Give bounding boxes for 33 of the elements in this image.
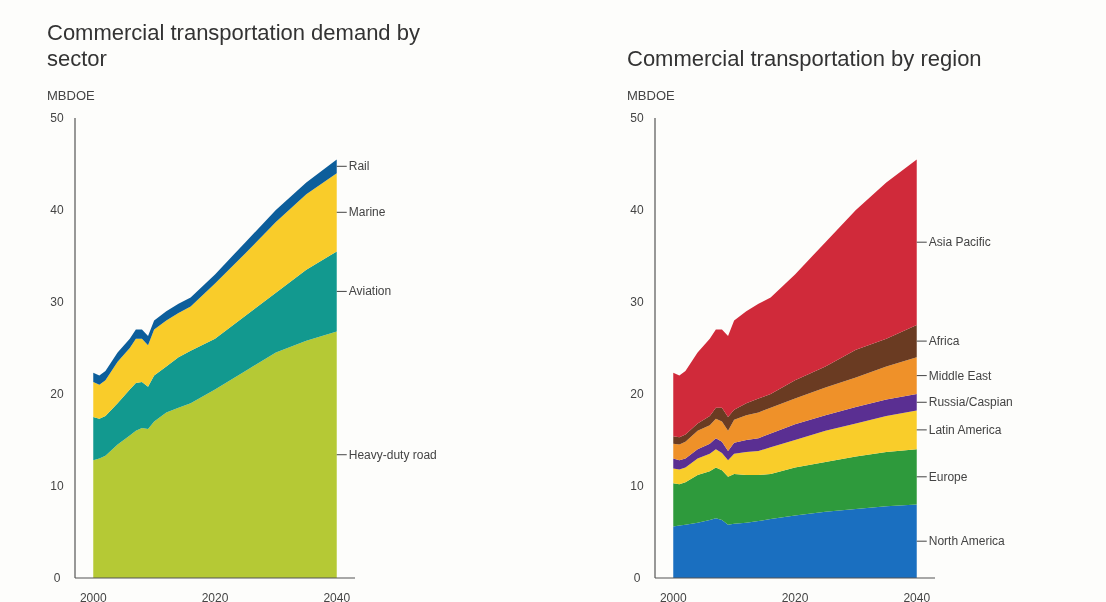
- x-tick-label: 2020: [781, 591, 809, 602]
- y-tick-label: 0: [53, 571, 61, 585]
- series-label: Marine: [348, 205, 386, 220]
- x-tick-label: 2040: [323, 591, 351, 602]
- x-tick-label: 2000: [659, 591, 687, 602]
- series-label: Aviation: [348, 284, 392, 299]
- x-tick-label: 2000: [79, 591, 107, 602]
- series-label: Latin America: [928, 422, 1002, 437]
- series-label: Heavy-duty road: [348, 447, 437, 462]
- x-tick-label: 2020: [201, 591, 229, 602]
- y-tick-label: 20: [50, 387, 64, 401]
- series-label: Russia/Caspian: [928, 395, 1013, 410]
- series-label: Europe: [928, 469, 968, 484]
- x-tick-label: 2040: [903, 591, 931, 602]
- y-tick-label: 10: [630, 479, 644, 493]
- y-tick-label: 30: [50, 295, 64, 309]
- chart-title: Commercial transportation by region: [627, 46, 982, 71]
- y-tick-label: 10: [50, 479, 64, 493]
- y-tick-label: 0: [633, 571, 641, 585]
- series-label: Middle East: [928, 368, 993, 383]
- series-label: Asia Pacific: [928, 235, 991, 250]
- y-axis-title: MBDOE: [47, 88, 95, 103]
- y-tick-label: 30: [630, 295, 644, 309]
- series-label: Rail: [348, 159, 370, 174]
- y-tick-label: 40: [630, 203, 644, 217]
- y-axis-title: MBDOE: [627, 88, 675, 103]
- y-tick-label: 20: [630, 387, 644, 401]
- series-label: Africa: [928, 334, 960, 349]
- y-tick-label: 40: [50, 203, 64, 217]
- series-label: North America: [928, 534, 1006, 549]
- chart-title: Commercial transportation demand by sector: [47, 20, 420, 71]
- y-tick-label: 50: [630, 111, 644, 125]
- y-tick-label: 50: [50, 111, 64, 125]
